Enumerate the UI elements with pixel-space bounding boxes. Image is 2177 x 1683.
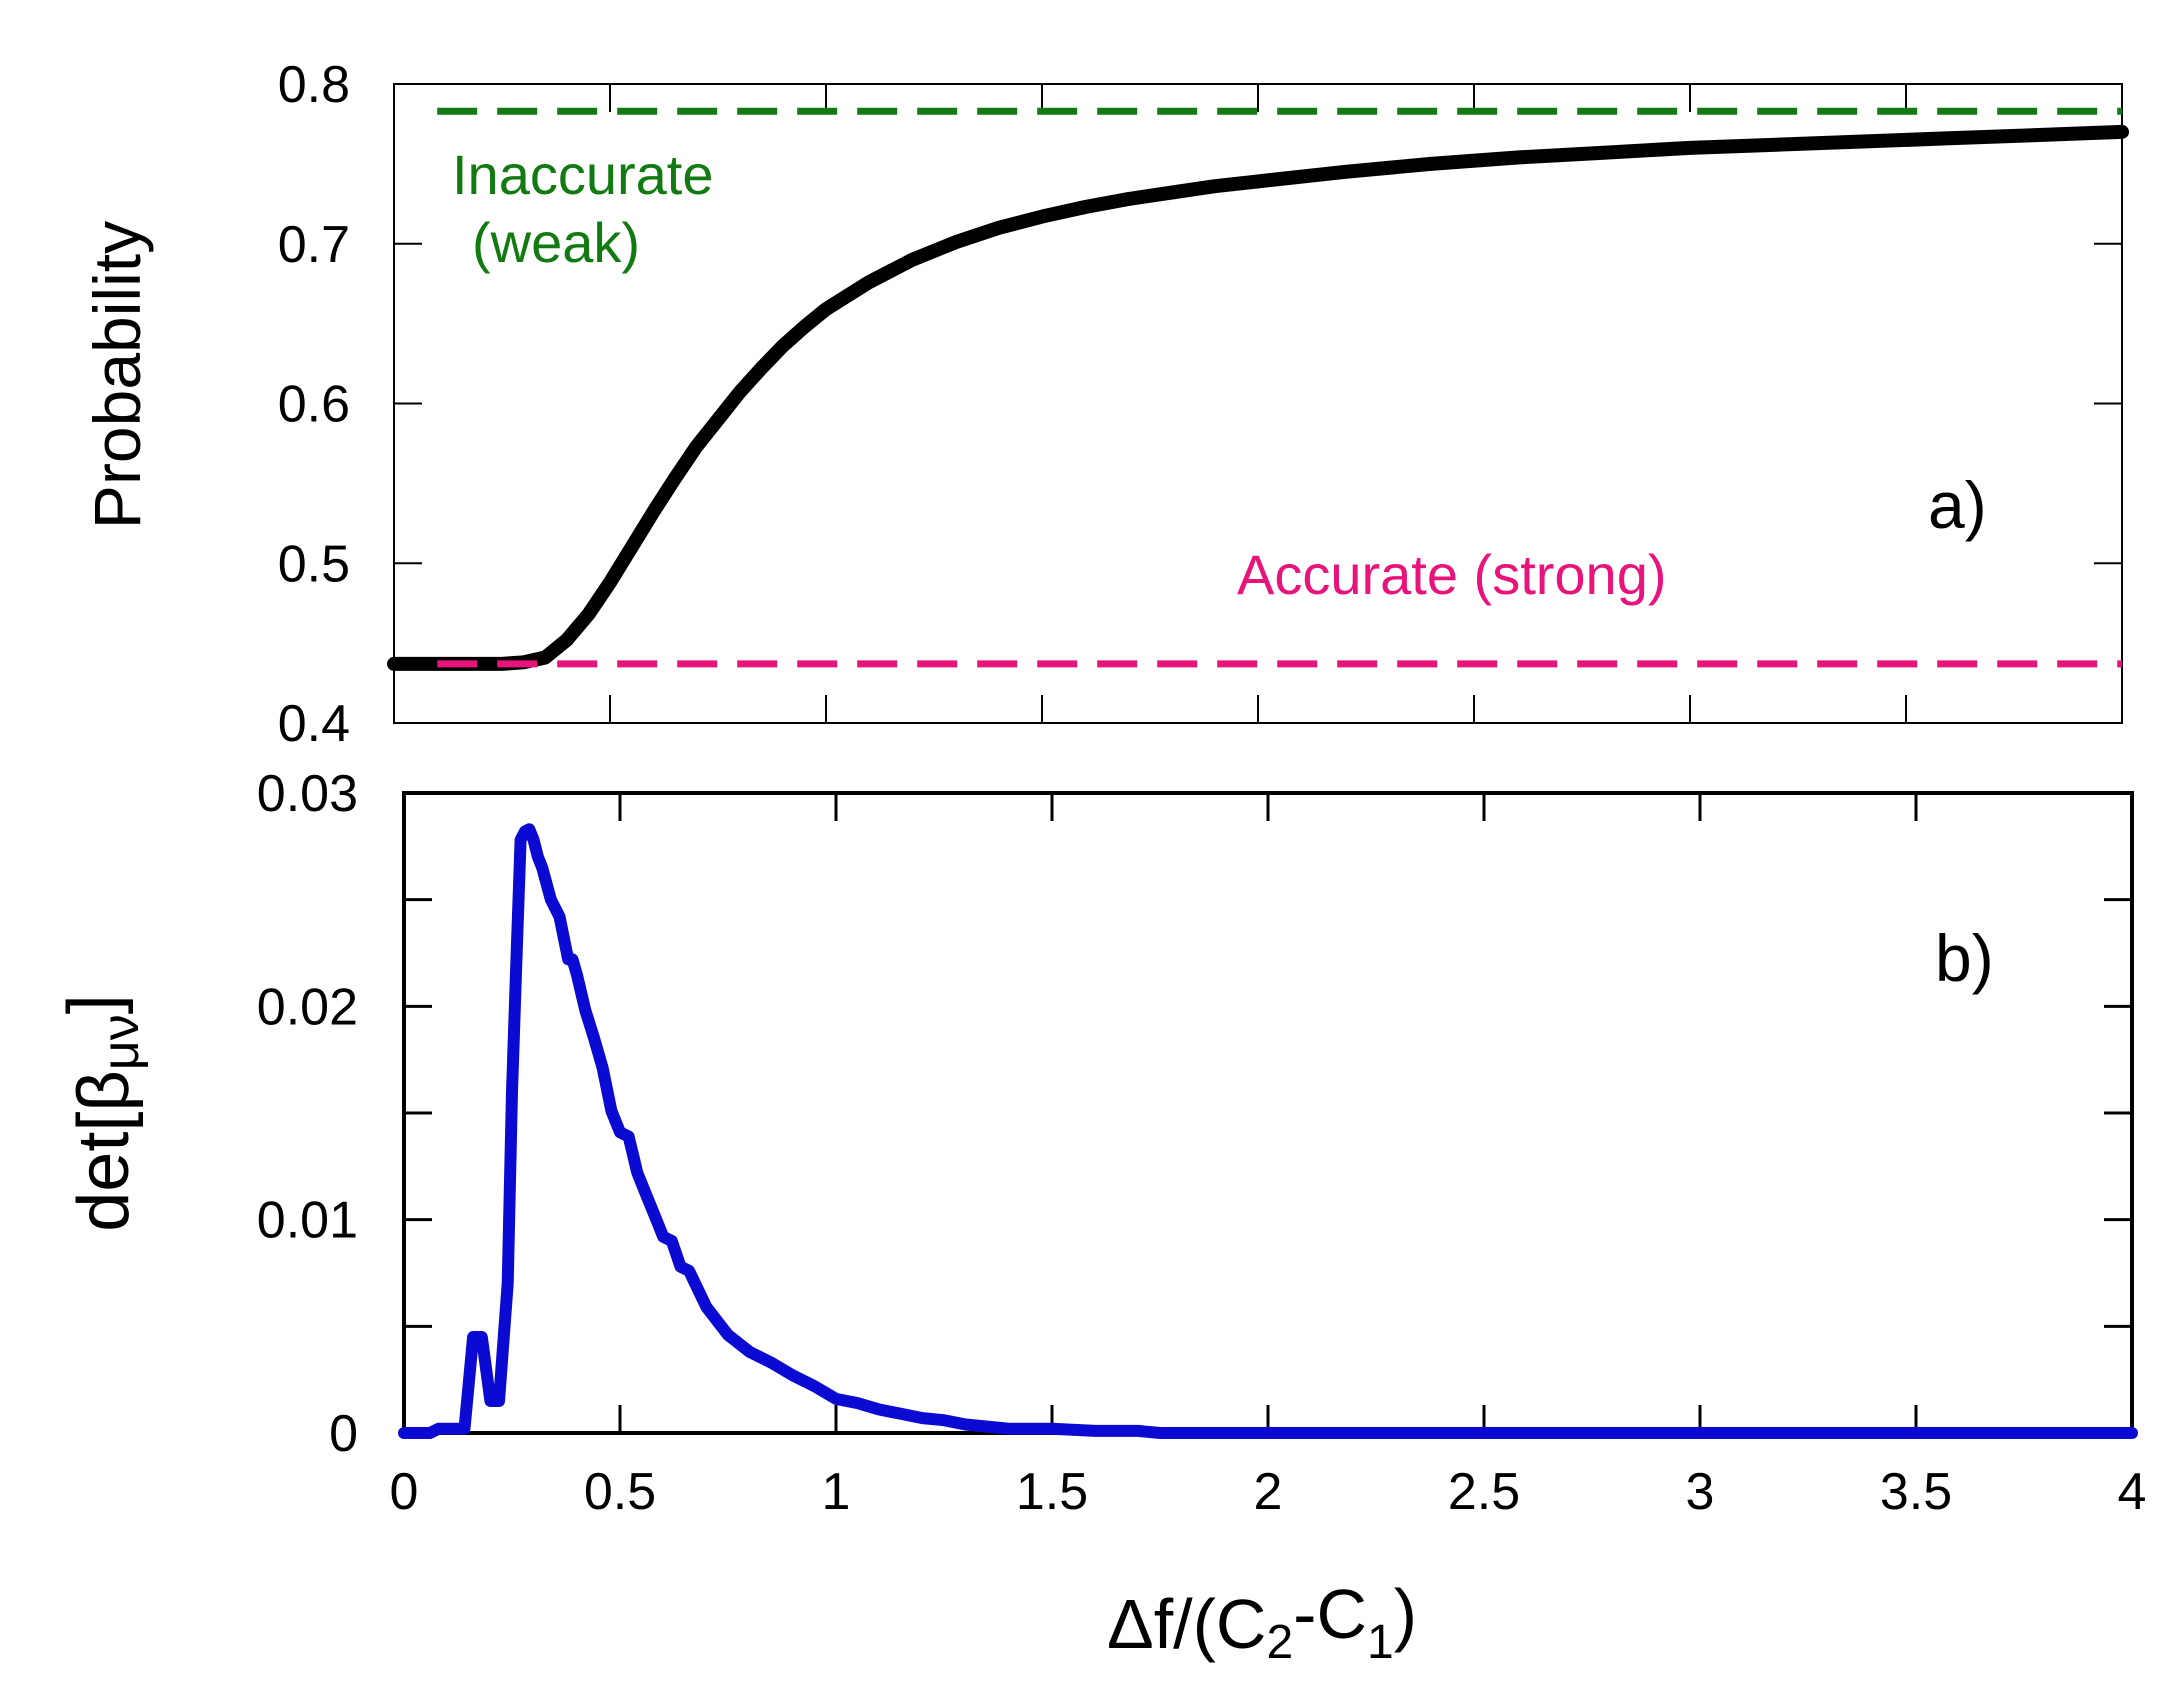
xtick-label: 4 xyxy=(2118,1463,2147,1521)
series-line-probability xyxy=(387,124,2129,671)
panel-b-frame xyxy=(402,791,2134,1435)
xtick-label: 1.5 xyxy=(1016,1463,1088,1521)
ytick-label: 0.6 xyxy=(278,376,350,434)
panel-a-ylabel: Probability xyxy=(80,221,154,529)
xlabel-sub2: 1 xyxy=(1367,1616,1394,1669)
xtick-label: 1 xyxy=(822,1463,851,1521)
ytick-label: 0.5 xyxy=(278,535,350,593)
xtick-label: 3.5 xyxy=(1880,1463,1952,1521)
xlabel-mid: -C xyxy=(1293,1575,1367,1653)
panel-b-lines xyxy=(398,823,2138,1439)
annotation-inaccurate-line2: (weak) xyxy=(472,211,640,274)
panel-b-xtick-labels: 0 0.5 1 1.5 2 2.5 3 3.5 4 xyxy=(390,1463,2147,1521)
panel-b-label: b) xyxy=(1935,921,1994,995)
panel-a-probability: 0.4 0.5 0.6 0.7 0.8 Probability a) Inaccurat… xyxy=(80,56,2129,753)
ytick-label: 0.03 xyxy=(257,765,358,823)
panel-a-ytick-labels: 0.4 0.5 0.6 0.7 0.8 xyxy=(278,56,350,753)
panel-b-ylabel: det[βμν] xyxy=(54,994,150,1232)
ylabel-sub: μν xyxy=(92,1014,150,1070)
ytick-label: 0.7 xyxy=(278,216,350,274)
annotation-inaccurate-line1: Inaccurate xyxy=(452,143,714,206)
xtick-label: 2.5 xyxy=(1448,1463,1520,1521)
xlabel-end: ) xyxy=(1394,1575,1417,1653)
ytick-label: 0.4 xyxy=(278,695,350,753)
xtick-label: 0 xyxy=(390,1463,419,1521)
panel-a-lines xyxy=(387,107,2129,671)
xlabel-base: Δf/(C xyxy=(1107,1585,1267,1663)
ytick-label: 0.01 xyxy=(257,1192,358,1250)
xtick-label: 3 xyxy=(1686,1463,1715,1521)
ytick-label: 0.02 xyxy=(257,978,358,1036)
panel-b-ticks xyxy=(402,791,2134,1435)
xtick-label: 0.5 xyxy=(584,1463,656,1521)
ytick-label: 0 xyxy=(329,1405,358,1463)
panel-a-label: a) xyxy=(1928,468,1987,542)
panel-a-ticks xyxy=(393,83,2123,724)
ytick-label: 0.8 xyxy=(278,56,350,114)
ylabel-end: ] xyxy=(54,994,134,1014)
ylabel-base: det[β xyxy=(64,1070,144,1232)
xlabel-sub1: 2 xyxy=(1266,1616,1293,1669)
panel-b-xlabel: Δf/(C2-C1) xyxy=(1107,1575,1417,1669)
xtick-label: 2 xyxy=(1254,1463,1283,1521)
annotation-accurate: Accurate (strong) xyxy=(1237,543,1667,606)
panel-b-determinant: 0 0.01 0.02 0.03 0 0.5 1 1.5 2 2.5 3 3.5 4 b) det[β… xyxy=(54,765,2146,1669)
series-line-det xyxy=(398,823,2138,1439)
panel-b-ytick-labels: 0 0.01 0.02 0.03 xyxy=(257,765,358,1463)
